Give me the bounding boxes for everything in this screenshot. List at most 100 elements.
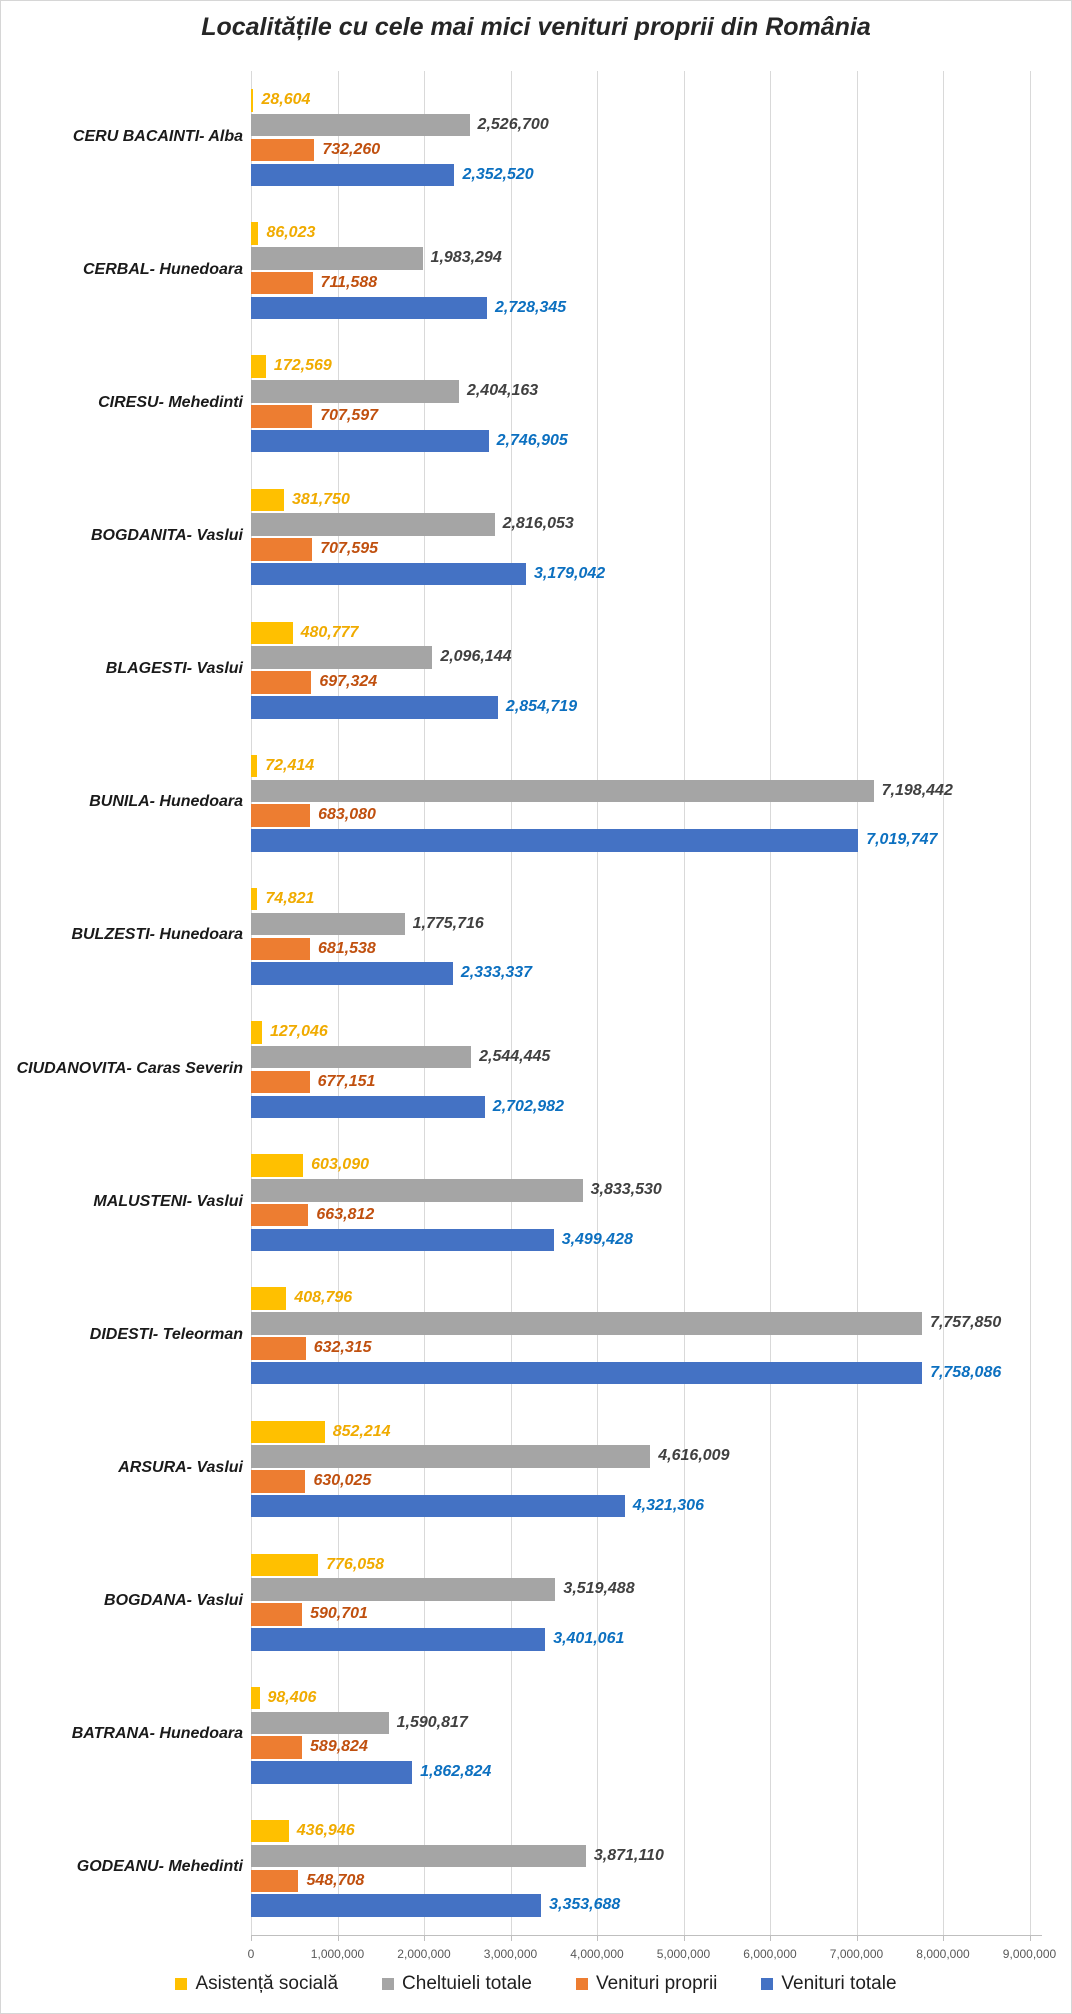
bar-asisten-social- bbox=[251, 89, 254, 112]
bar-venituri-proprii bbox=[251, 138, 315, 162]
bar-venituri-proprii bbox=[251, 1070, 310, 1094]
legend-label: Venituri proprii bbox=[595, 1973, 718, 1994]
bar-value-label: 2,702,982 bbox=[492, 1097, 564, 1115]
legend-item: Venituri proprii bbox=[575, 1973, 718, 1995]
x-axis-tick bbox=[251, 1935, 252, 1941]
bar-value-label: 590,701 bbox=[310, 1605, 368, 1623]
bar-venituri-totale bbox=[251, 1761, 413, 1784]
bar-value-label: 3,179,042 bbox=[533, 564, 606, 582]
bar-value-label: 2,746,905 bbox=[496, 431, 568, 449]
category-label: BOGDANITA- Vaslui bbox=[90, 527, 243, 544]
bar-value-label: 7,757,850 bbox=[930, 1314, 1002, 1332]
bar-value-label: 3,519,488 bbox=[563, 1580, 635, 1598]
bar-asisten-social- bbox=[251, 1420, 325, 1444]
legend-swatch-icon bbox=[761, 1978, 774, 1990]
bar-cheltuieli-totale bbox=[251, 247, 423, 270]
bar-value-label: 4,616,009 bbox=[658, 1447, 730, 1465]
x-axis-tick-label: 3,000,000 bbox=[483, 1947, 538, 1961]
x-axis-tick-label: 1,000,000 bbox=[310, 1947, 365, 1961]
bar-value-label: 3,871,110 bbox=[593, 1846, 664, 1864]
bar-value-label: 7,198,442 bbox=[881, 781, 953, 799]
bar-cheltuieli-totale bbox=[251, 1844, 586, 1868]
bar-venituri-totale bbox=[251, 1228, 554, 1252]
chart-title: Localitățile cu cele mai mici venituri p… bbox=[201, 13, 871, 41]
gridline bbox=[510, 71, 512, 1935]
legend-item: Asistență socială bbox=[175, 1973, 338, 1995]
category-label: ARSURA- Vaslui bbox=[118, 1459, 243, 1476]
bar-venituri-proprii bbox=[251, 1736, 303, 1759]
category-label: MALUSTENI- Vaslui bbox=[93, 1192, 243, 1210]
gridline bbox=[251, 71, 252, 1935]
category-label: CERBAL- Hunedoara bbox=[82, 260, 243, 278]
bar-venituri-proprii bbox=[251, 1869, 299, 1893]
bar-venituri-proprii bbox=[251, 1603, 303, 1626]
x-axis-tick bbox=[510, 1935, 512, 1941]
bar-value-label: 2,816,053 bbox=[502, 515, 574, 533]
bar-cheltuieli-totale bbox=[251, 1179, 583, 1202]
bar-value-label: 3,499,428 bbox=[561, 1230, 633, 1248]
x-axis-tick-label: 9,000,000 bbox=[1002, 1947, 1057, 1961]
bar-venituri-totale bbox=[251, 1095, 485, 1119]
bar-value-label: 7,019,747 bbox=[866, 831, 938, 849]
x-axis-tick bbox=[424, 1935, 425, 1941]
legend: Asistență socială Cheltuieli totale Venitu… bbox=[1, 1973, 1071, 1995]
bar-cheltuieli-totale bbox=[251, 113, 470, 137]
x-axis-tick bbox=[597, 1935, 598, 1941]
bar-venituri-totale bbox=[251, 562, 526, 586]
bar-value-label: 1,862,824 bbox=[420, 1763, 492, 1781]
bar-venituri-proprii bbox=[251, 1337, 306, 1360]
x-axis-tick-label: 0 bbox=[247, 1947, 255, 1961]
category-label: BUNILA- Hunedoara bbox=[89, 793, 243, 811]
bar-value-label: 436,946 bbox=[296, 1821, 355, 1839]
bar-value-label: 72,414 bbox=[265, 756, 315, 774]
gridline bbox=[1029, 71, 1031, 1935]
bar-asisten-social- bbox=[251, 488, 285, 512]
category-label: CERU BACAINTI- Alba bbox=[72, 127, 243, 145]
bar-value-label: 2,854,719 bbox=[505, 698, 578, 716]
bar-venituri-totale bbox=[251, 962, 453, 985]
x-axis-tick bbox=[1029, 1935, 1031, 1941]
bar-value-label: 2,096,144 bbox=[440, 648, 512, 666]
bar-venituri-totale bbox=[251, 1494, 625, 1518]
bar-cheltuieli-totale bbox=[251, 779, 874, 803]
bar-value-label: 589,824 bbox=[310, 1738, 368, 1756]
bar-value-label: 697,324 bbox=[319, 673, 378, 691]
bar-value-label: 677,151 bbox=[317, 1072, 376, 1090]
gridline bbox=[683, 71, 685, 1935]
bar-value-label: 603,090 bbox=[311, 1156, 369, 1174]
bar-asisten-social- bbox=[251, 754, 258, 778]
bar-value-label: 711,588 bbox=[320, 273, 378, 291]
category-label: GODEANU- Mehedinti bbox=[76, 1858, 243, 1876]
bar-venituri-totale bbox=[251, 429, 489, 453]
legend-label: Cheltuieli totale bbox=[402, 1973, 532, 1994]
x-axis-line bbox=[251, 1935, 1042, 1936]
legend-label: Venituri totale bbox=[781, 1973, 897, 1994]
category-label: CIRESU- Mehedinti bbox=[98, 393, 243, 411]
bar-value-label: 7,758,086 bbox=[930, 1363, 1002, 1381]
bar-cheltuieli-totale bbox=[251, 1445, 651, 1468]
bar-cheltuieli-totale bbox=[251, 1312, 923, 1335]
x-axis-tick bbox=[943, 1935, 944, 1941]
bar-venituri-totale bbox=[251, 1628, 546, 1651]
legend-item: Cheltuieli totale bbox=[382, 1973, 532, 1995]
bar-value-label: 28,604 bbox=[261, 91, 311, 109]
bar-venituri-proprii bbox=[251, 804, 311, 827]
bar-asisten-social- bbox=[251, 355, 266, 378]
bar-value-label: 852,214 bbox=[332, 1422, 391, 1440]
bar-asisten-social- bbox=[251, 1686, 260, 1710]
legend-swatch-icon bbox=[575, 1978, 588, 1990]
category-label: BULZESTI- Hunedoara bbox=[71, 926, 243, 944]
category-label: CIUDANOVITA- Caras Severin bbox=[16, 1059, 243, 1077]
bar-value-label: 2,526,700 bbox=[477, 115, 549, 133]
bar-value-label: 1,590,817 bbox=[396, 1713, 468, 1731]
bar-value-label: 74,821 bbox=[265, 889, 315, 907]
bar-venituri-proprii bbox=[251, 1203, 309, 1227]
bar-asisten-social- bbox=[251, 1154, 304, 1177]
x-axis-tick-label: 5,000,000 bbox=[656, 1947, 711, 1961]
bar-value-label: 86,023 bbox=[266, 224, 316, 242]
bar-venituri-totale bbox=[251, 1361, 923, 1385]
bar-value-label: 732,260 bbox=[322, 140, 381, 158]
bar-value-label: 3,833,530 bbox=[590, 1181, 662, 1199]
bar-asisten-social- bbox=[251, 1553, 319, 1577]
